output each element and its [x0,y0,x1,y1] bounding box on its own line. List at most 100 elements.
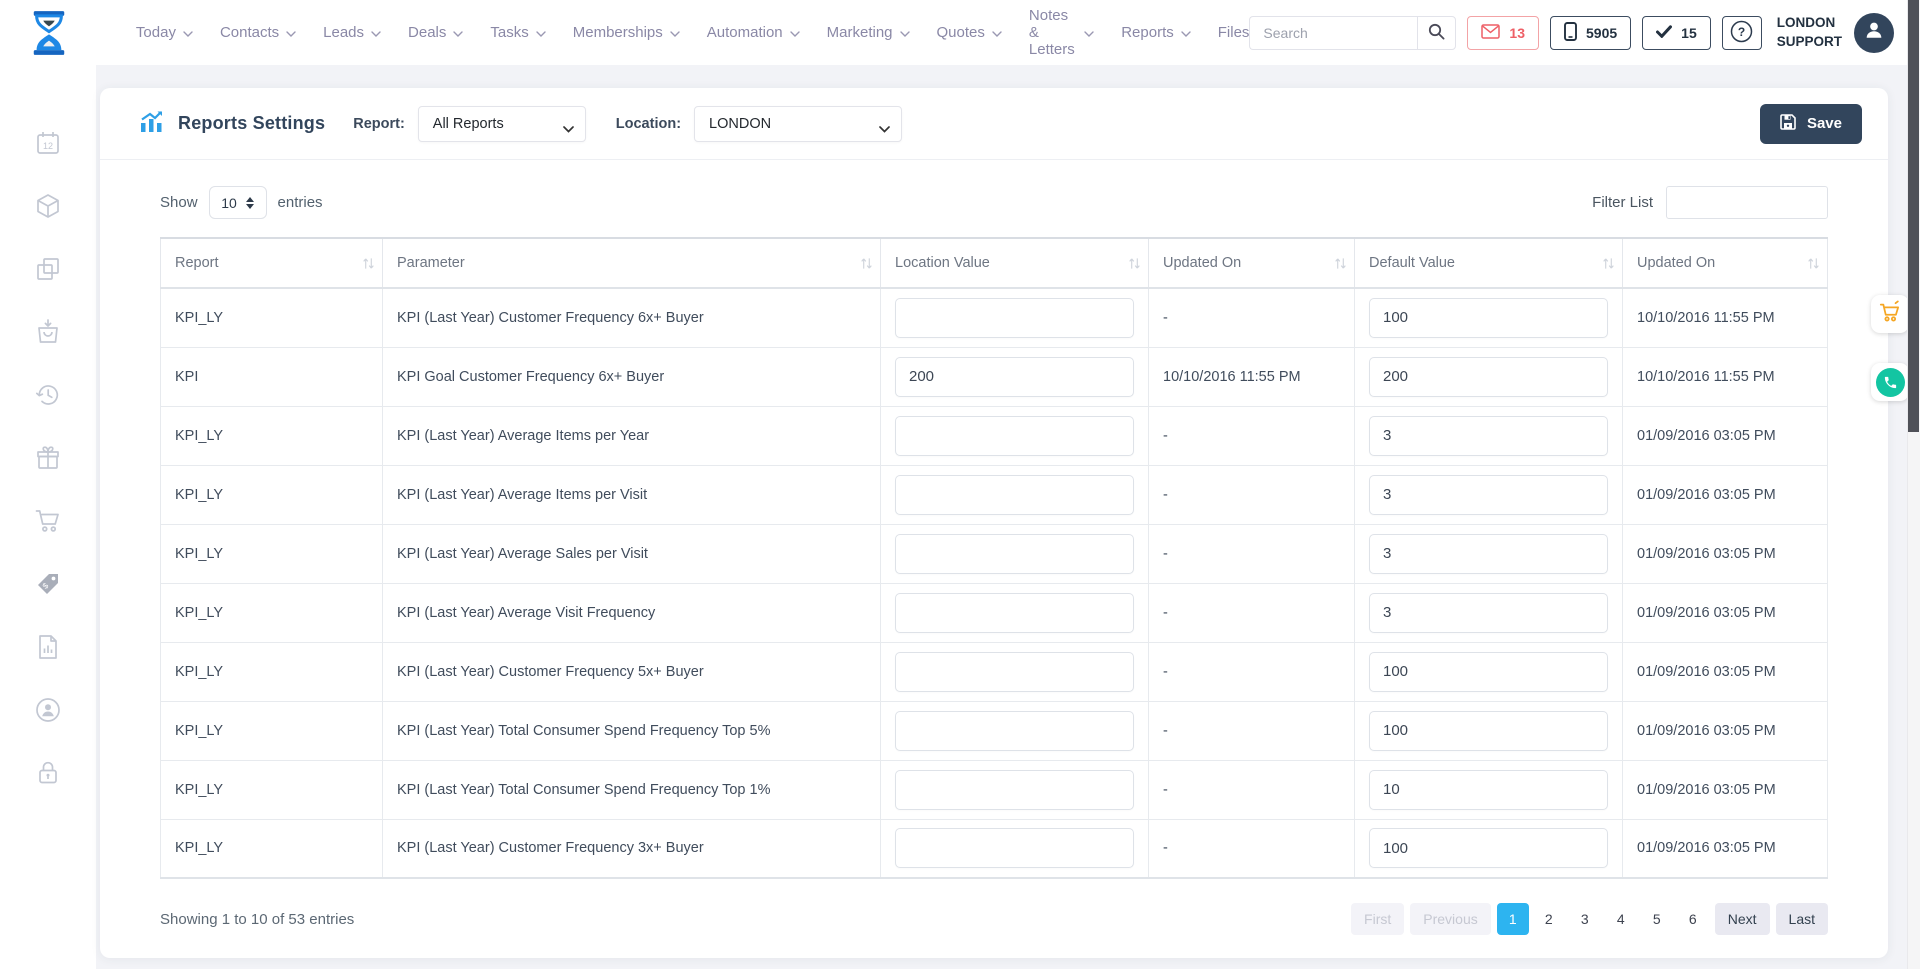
nav-item-today[interactable]: Today [136,24,193,41]
location-value-input[interactable] [895,710,1134,751]
lock-icon[interactable] [35,759,62,786]
nav-item-quotes[interactable]: Quotes [937,24,1002,41]
gift-icon[interactable] [35,444,62,471]
avatar[interactable] [1854,12,1894,53]
page-button-3[interactable]: 3 [1580,911,1589,927]
default-value-input[interactable] [1369,592,1608,633]
location-value-input[interactable] [895,828,1134,869]
column-header-updated-on[interactable]: Updated On [1622,237,1828,289]
phone-count: 5905 [1586,24,1618,41]
column-header-parameter[interactable]: Parameter [382,237,881,289]
last-page-button[interactable]: Last [1775,903,1828,935]
parameter-cell: KPI (Last Year) Total Consumer Spend Fre… [382,700,881,761]
previous-page-button[interactable]: Previous [1410,903,1491,935]
user-sync-icon[interactable] [35,696,62,723]
column-header-updated-on[interactable]: Updated On [1148,237,1355,289]
nav-item-reports[interactable]: Reports [1121,24,1191,41]
history-icon[interactable] [35,381,62,408]
nav-item-automation[interactable]: Automation [707,24,800,41]
shopping-bag-icon[interactable] [35,318,62,345]
nav-item-deals[interactable]: Deals [408,24,464,41]
default-value-input[interactable] [1369,356,1608,397]
location-value-input[interactable] [895,533,1134,574]
mail-icon [1481,23,1501,42]
report-label: Report: [353,115,405,132]
page-button-2[interactable]: 2 [1544,911,1553,927]
location-value-input[interactable] [895,356,1134,397]
report-select[interactable]: All Reports [417,105,586,142]
copy-icon[interactable] [35,255,62,282]
phone-badge[interactable]: 5905 [1550,15,1632,50]
search-button[interactable] [1417,15,1457,50]
search-input[interactable] [1249,15,1418,50]
location-select[interactable]: LONDON [694,105,903,142]
location-value-input[interactable] [895,415,1134,456]
hourglass-logo-icon[interactable] [28,8,70,58]
updated-on-cell: - [1148,641,1355,702]
updated-on-cell: - [1148,464,1355,525]
default-value-input[interactable] [1369,415,1608,456]
default-value-input[interactable] [1369,828,1608,869]
location-value-input[interactable] [895,297,1134,338]
default-value-input[interactable] [1369,297,1608,338]
column-header-location-value[interactable]: Location Value [880,237,1149,289]
default-value-cell [1354,464,1623,525]
page-button-5[interactable]: 5 [1652,911,1661,927]
cart-icon [1878,300,1902,329]
location-value-input[interactable] [895,769,1134,810]
tasks-badge[interactable]: 15 [1642,15,1711,50]
nav-item-memberships[interactable]: Memberships [573,24,680,41]
mail-badge[interactable]: 13 [1467,15,1539,50]
package-icon[interactable] [35,192,62,219]
column-header-default-value[interactable]: Default Value [1354,237,1623,289]
nav-item-marketing[interactable]: Marketing [827,24,910,41]
nav-item-label: Memberships [572,24,663,41]
report-file-icon[interactable] [35,633,62,660]
location-value-input[interactable] [895,474,1134,515]
nav-item-tasks[interactable]: Tasks [490,24,546,41]
default-value-input[interactable] [1369,533,1608,574]
report-cell: KPI_LY [160,287,383,348]
location-label: Location: [615,115,682,132]
page-button-6[interactable]: 6 [1688,911,1697,927]
default-value-input[interactable] [1369,710,1608,751]
save-button[interactable]: Save [1759,103,1862,144]
table-row: KPI_LY KPI (Last Year) Average Visit Fre… [160,582,1828,643]
help-button[interactable]: ? [1721,15,1762,50]
nav-item-notes-letters[interactable]: Notes & Letters [1029,7,1094,58]
page-button-4[interactable]: 4 [1616,911,1625,927]
calendar-icon[interactable]: 12 [35,129,62,156]
updated-on-cell: - [1148,582,1355,643]
show-entries-select[interactable]: 10 [208,186,267,219]
scrollbar-thumb[interactable] [1908,0,1919,432]
default-value-input[interactable] [1369,769,1608,810]
price-tag-icon[interactable]: $ [35,570,62,597]
column-header-report[interactable]: Report [160,237,383,289]
nav-item-label: Today [135,24,176,41]
page-button-1[interactable]: 1 [1496,903,1529,935]
filter-input[interactable] [1666,186,1828,219]
nav-item-label: Tasks [490,24,529,41]
parameter-cell: KPI (Last Year) Customer Frequency 5x+ B… [382,641,881,702]
default-value-input[interactable] [1369,651,1608,692]
chevron-down-icon [371,30,381,37]
cart-icon[interactable] [35,507,62,534]
nav-item-leads[interactable]: Leads [323,24,381,41]
nav-item-label: Marketing [826,24,893,41]
default-value-input[interactable] [1369,474,1608,515]
scrollbar-track[interactable] [1907,0,1920,969]
location-value-cell [880,523,1149,584]
first-page-button[interactable]: First [1351,903,1405,935]
location-value-input[interactable] [895,651,1134,692]
next-page-button[interactable]: Next [1714,903,1770,935]
nav-item-files[interactable]: Files [1218,24,1250,41]
updated-on-cell: - [1148,818,1355,879]
location-value-input[interactable] [895,592,1134,633]
nav-item-contacts[interactable]: Contacts [220,24,296,41]
show-label: Show [160,194,198,211]
phone-float-button[interactable] [1871,363,1909,401]
cart-float-button[interactable] [1871,295,1909,333]
location-value-cell [880,287,1149,348]
chevron-down-icon [879,121,890,137]
nav-item-label: Reports [1121,24,1174,41]
